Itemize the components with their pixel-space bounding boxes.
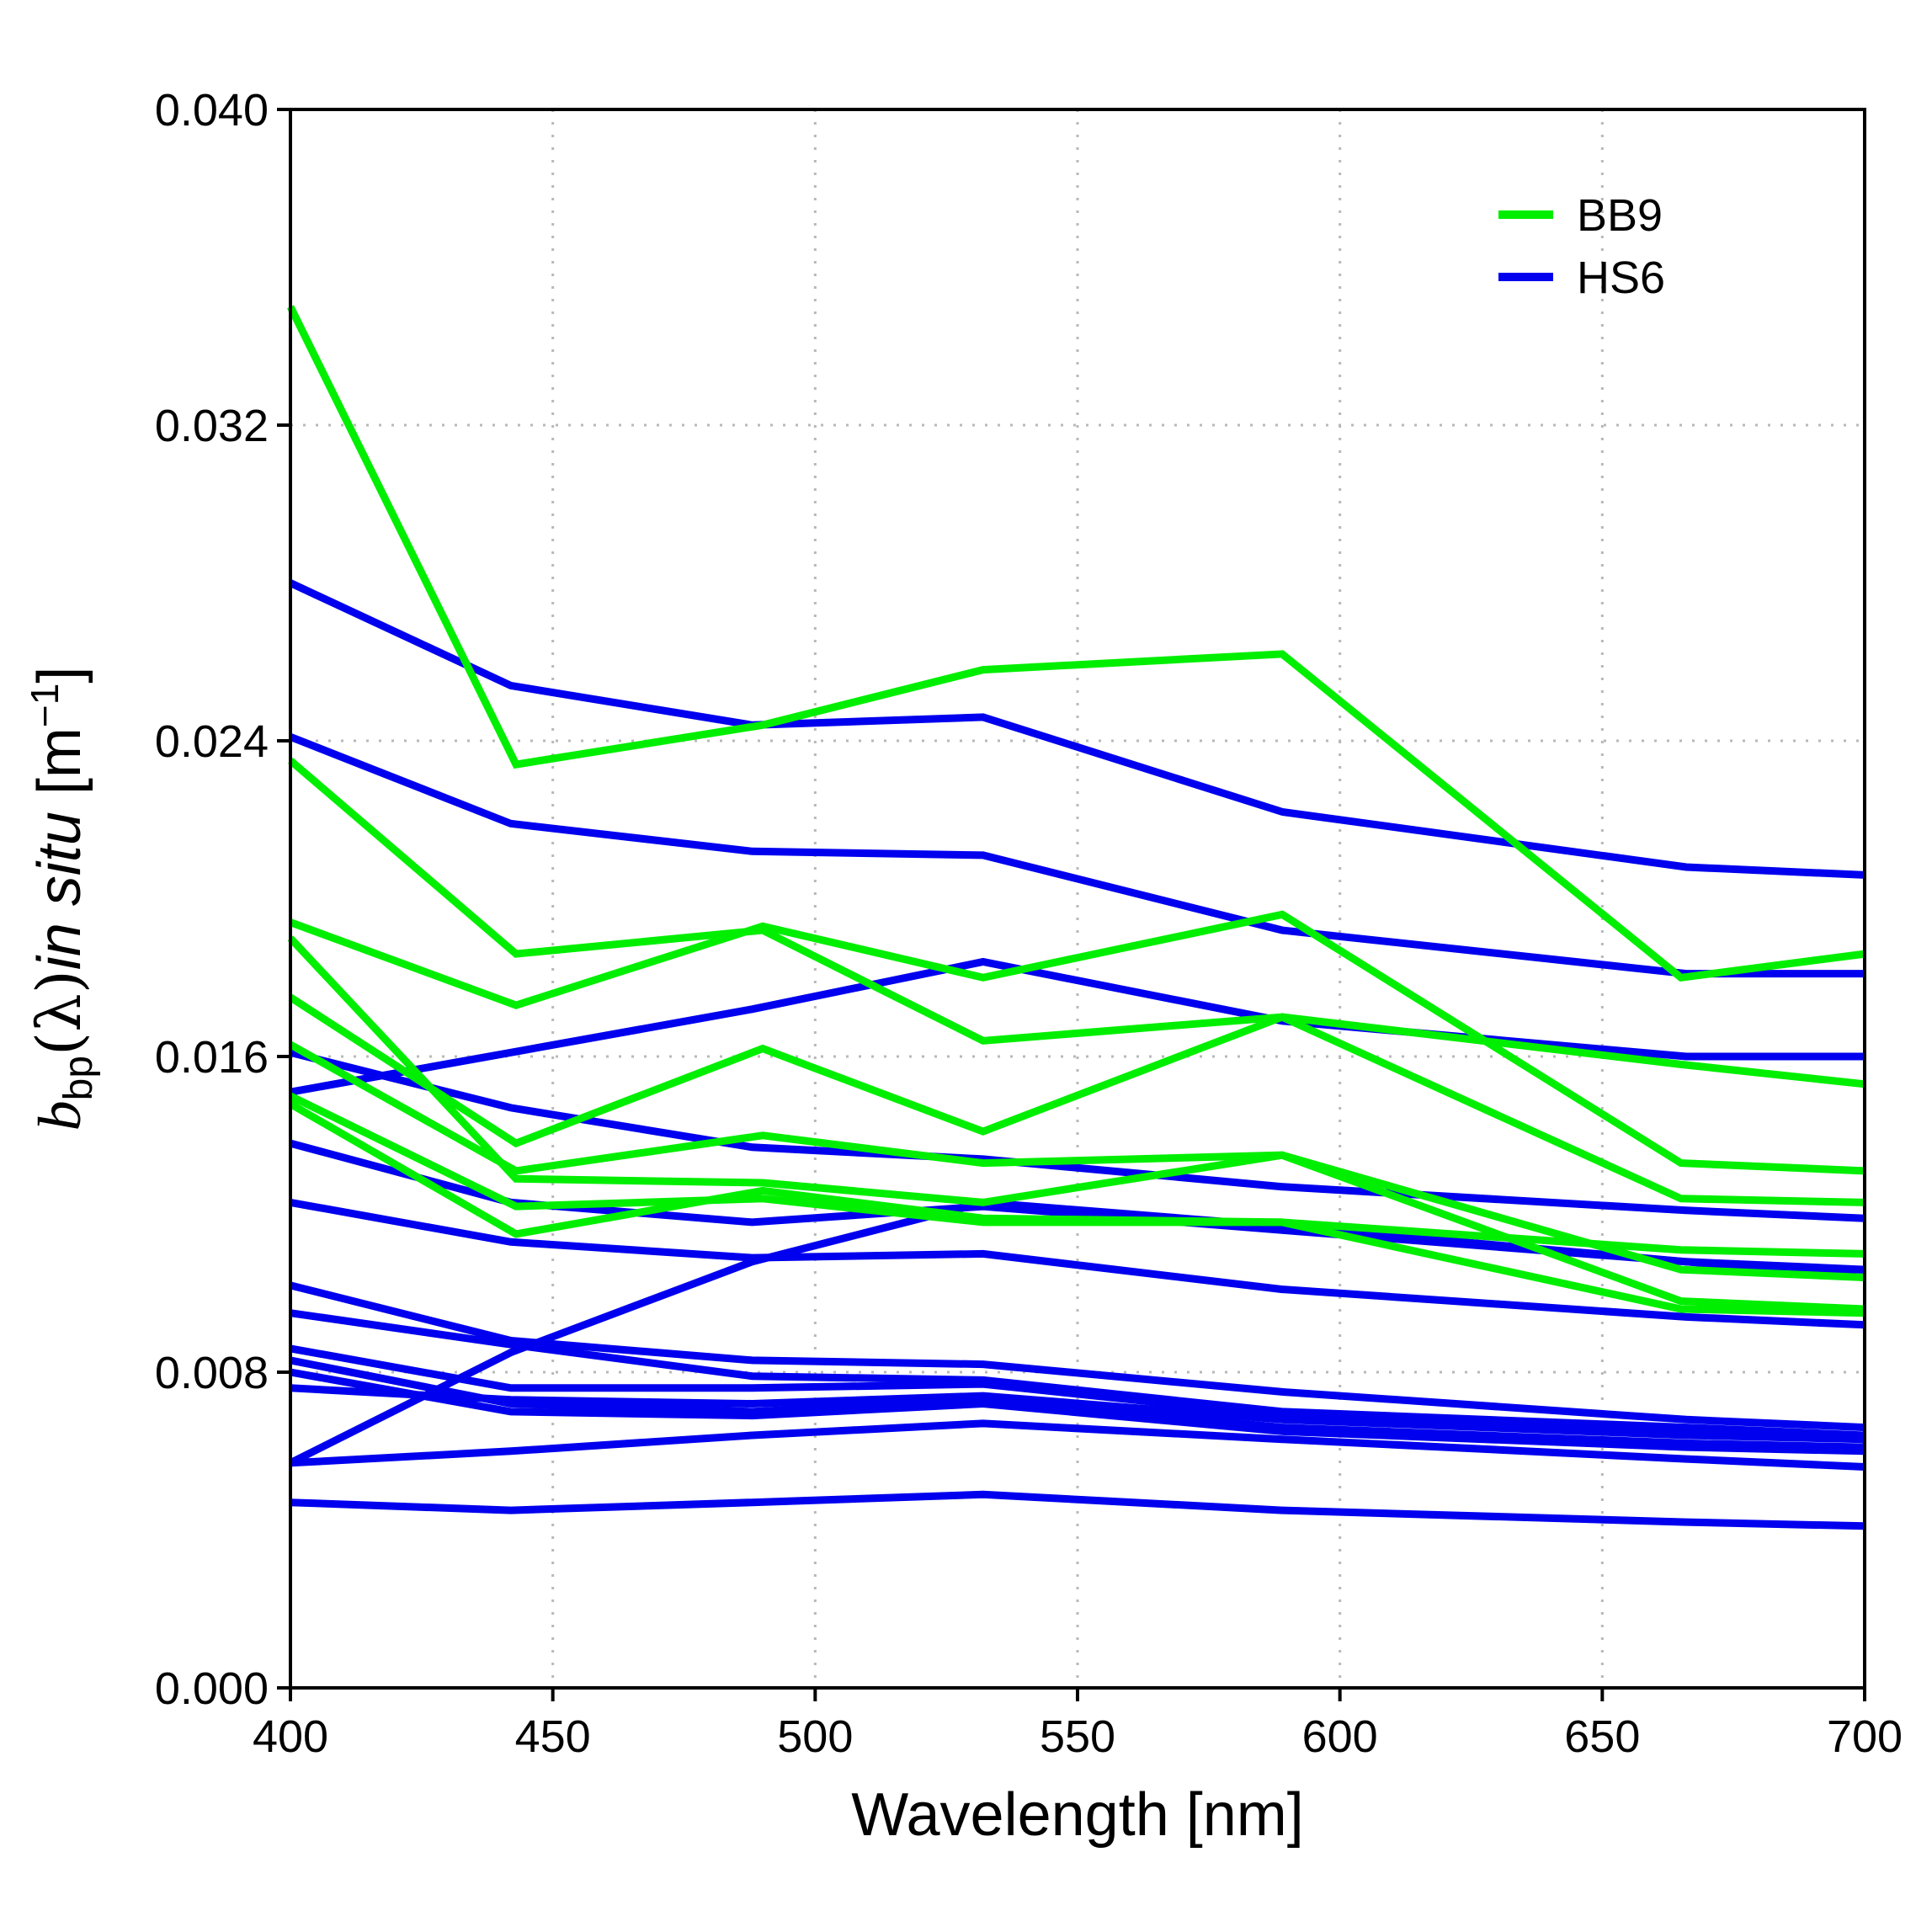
legend-label-hs6: HS6 [1577,253,1665,303]
x-tick-label: 600 [1302,1711,1378,1762]
y-tick-label: 0.024 [155,716,269,767]
series-line-hs6-14 [290,1419,1865,1471]
series-line-hs6-10 [290,1356,1865,1451]
x-axis-title: Wavelength [nm] [851,1781,1304,1849]
x-tick-label: 400 [253,1711,328,1762]
series-line-bb9-5 [288,993,1865,1206]
x-tick-label: 500 [777,1711,853,1762]
y-title-unit-open: [m [26,727,93,812]
legend-label-bb9: BB9 [1577,190,1663,241]
series-line-hs6-6 [290,1198,1865,1329]
y-title-insitu: in situ [26,812,93,970]
series-line-bb9-3 [289,910,1865,1175]
series-line-hs6-15 [290,1490,1865,1530]
y-tick-label: 0.016 [155,1032,269,1083]
x-tick-label: 650 [1564,1711,1640,1762]
series-line-bb9-2 [288,757,1865,1088]
series-line-hs6-8 [290,1309,1865,1440]
series-line-hs6-3 [290,957,1865,1096]
y-title-unit-exp: −1 [23,684,67,727]
x-tick-label: 700 [1827,1711,1903,1762]
y-title-rparen: ) [24,970,94,993]
y-axis-title: bbp(λ)in situ [m−1] [23,667,101,1131]
y-tick-label: 0.000 [155,1663,269,1714]
y-tick-label: 0.032 [155,401,269,451]
y-title-symbol: b [26,1100,93,1131]
series-lines [286,305,1865,1530]
series-line-bb9-6 [288,1041,1865,1313]
series-line-hs6-7 [289,1281,1865,1432]
series-line-hs6-4 [289,1048,1865,1222]
y-tick-label: 0.008 [155,1348,269,1398]
series-line-bb9-4 [287,935,1865,1281]
x-tick-label: 550 [1040,1711,1115,1762]
series-line-bb9-1 [286,305,1865,982]
svg-text:bbp(λ)in situ [m−1]: bbp(λ)in situ [m−1] [23,667,101,1131]
series-line-bb9-8 [288,1100,1865,1317]
series-line-hs6-1 [289,579,1865,879]
y-tick-label: 0.040 [155,85,269,136]
axis-ticks: 400 450 500 550 600 650 700 0.000 0.008 0.016 0.02… [155,85,1903,1762]
y-title-lparen: ( [24,1032,94,1056]
series-line-hs6-12 [290,1384,1865,1444]
x-tick-label: 450 [515,1711,591,1762]
y-title-lambda: λ [24,993,94,1032]
series-line-hs6-9 [290,1344,1865,1444]
y-title-unit-close: ] [26,667,93,684]
series-line-hs6-11 [290,1368,1865,1456]
series-line-bb9-7 [289,1092,1865,1258]
y-title-subscript: bp [56,1056,101,1100]
